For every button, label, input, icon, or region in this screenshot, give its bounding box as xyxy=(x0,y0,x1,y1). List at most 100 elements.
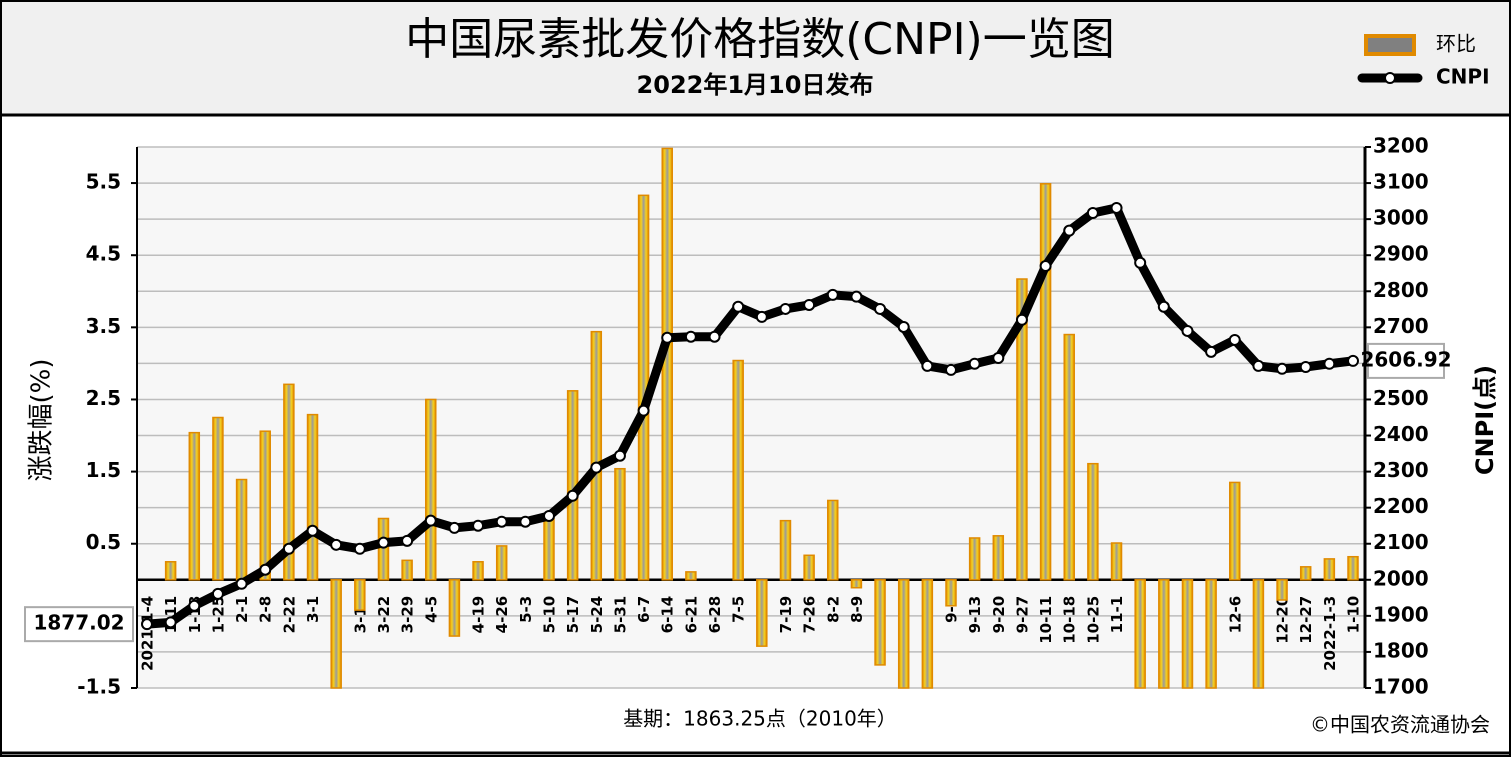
line xyxy=(146,203,1354,629)
x-tick-label: 12-27 xyxy=(1297,596,1315,644)
x-tick-label: 4-26 xyxy=(493,596,511,634)
y2-tick-label: 2300 xyxy=(1373,458,1429,482)
bar xyxy=(992,535,1005,581)
x-tick-label: 5-10 xyxy=(541,596,559,634)
bar xyxy=(614,467,626,581)
bar xyxy=(827,499,839,581)
bar xyxy=(472,561,484,581)
x-tick-label: 9-13 xyxy=(966,596,984,634)
bar xyxy=(1087,462,1099,581)
bar xyxy=(235,478,248,581)
bar xyxy=(756,579,768,647)
y2-tick-label: 1800 xyxy=(1373,638,1429,662)
point xyxy=(1205,345,1218,358)
bar xyxy=(330,579,342,689)
bar xyxy=(1252,579,1265,689)
point xyxy=(188,599,201,612)
point xyxy=(495,515,508,528)
x-tick-label: 7-5 xyxy=(730,596,748,623)
bar xyxy=(495,545,508,581)
point xyxy=(708,330,721,343)
point xyxy=(448,521,461,534)
bar xyxy=(164,561,177,581)
point xyxy=(259,563,272,576)
header-bg xyxy=(2,2,1509,114)
point xyxy=(992,351,1005,364)
bar xyxy=(1229,481,1241,581)
bar xyxy=(212,416,224,581)
point xyxy=(1015,313,1028,326)
point xyxy=(1228,333,1241,346)
y-tick-label: 0.5 xyxy=(86,530,121,554)
x-tick-label: 10-25 xyxy=(1084,596,1102,644)
x-tick-label: 12-20 xyxy=(1274,596,1292,644)
y2-axis-title: CNPI(点) xyxy=(1471,365,1499,475)
point xyxy=(164,616,177,629)
bar xyxy=(1347,555,1359,581)
point xyxy=(401,534,414,547)
point xyxy=(826,288,839,301)
point xyxy=(1276,362,1289,375)
bar xyxy=(283,383,295,581)
bar xyxy=(732,359,744,581)
point xyxy=(755,310,768,323)
y2-tick-label: 3000 xyxy=(1373,206,1429,230)
point xyxy=(1181,324,1194,337)
y2-tick-label: 2900 xyxy=(1373,242,1429,266)
point xyxy=(377,536,390,549)
point xyxy=(732,300,745,313)
bar xyxy=(1016,278,1028,581)
bar xyxy=(1181,579,1194,689)
bar xyxy=(945,579,957,607)
x-tick-label: 8-2 xyxy=(824,596,842,623)
bar xyxy=(779,519,792,581)
x-tick-label: 12-6 xyxy=(1226,596,1244,634)
point xyxy=(519,515,532,528)
bar xyxy=(401,559,413,581)
bar xyxy=(803,554,815,581)
point xyxy=(874,302,887,315)
x-tick-label: 2-8 xyxy=(257,596,275,623)
point xyxy=(1299,361,1312,374)
bar xyxy=(685,571,697,581)
x-tick-label: 6-14 xyxy=(659,596,677,634)
y2-tick-label: 2000 xyxy=(1373,566,1429,590)
y-axis-title: 涨跌幅(%) xyxy=(27,359,57,482)
point xyxy=(803,298,816,311)
point xyxy=(424,514,437,527)
point xyxy=(637,404,650,417)
point xyxy=(1347,354,1359,367)
bar xyxy=(1323,558,1336,581)
y2-tick-label: 2800 xyxy=(1373,278,1429,302)
bar xyxy=(188,431,201,581)
chart-subtitle: 2022年1月10日发布 xyxy=(637,71,874,99)
point xyxy=(235,577,248,590)
y-tick-label: -1.5 xyxy=(77,675,121,699)
x-tick-label: 7-19 xyxy=(777,596,795,634)
point xyxy=(566,489,579,502)
point xyxy=(472,519,485,532)
legend-swatch xyxy=(1364,34,1416,56)
bar xyxy=(897,579,910,689)
bar xyxy=(1276,579,1288,601)
bar xyxy=(1039,183,1052,581)
x-tick-label: 2022-1-3 xyxy=(1321,596,1339,671)
bar xyxy=(968,537,981,581)
point xyxy=(282,542,295,555)
x-tick-label: 5-17 xyxy=(564,596,582,634)
bar xyxy=(590,330,603,581)
x-tick-label: 6-28 xyxy=(706,596,724,634)
bar xyxy=(921,579,934,689)
x-tick-label: 6-21 xyxy=(682,596,700,634)
x-tick-label: 1-25 xyxy=(209,596,227,634)
y-tick-label: 5.5 xyxy=(86,170,121,194)
y2-tick-label: 2700 xyxy=(1373,314,1429,338)
point xyxy=(1039,260,1052,273)
source: ©中国农资流通协会 xyxy=(1310,713,1490,737)
x-tick-label: 8-9 xyxy=(848,596,866,623)
point xyxy=(921,359,934,372)
x-tick-label: 1-10 xyxy=(1345,596,1363,634)
point xyxy=(661,331,674,344)
x-tick-label: 11-1 xyxy=(1108,596,1126,634)
